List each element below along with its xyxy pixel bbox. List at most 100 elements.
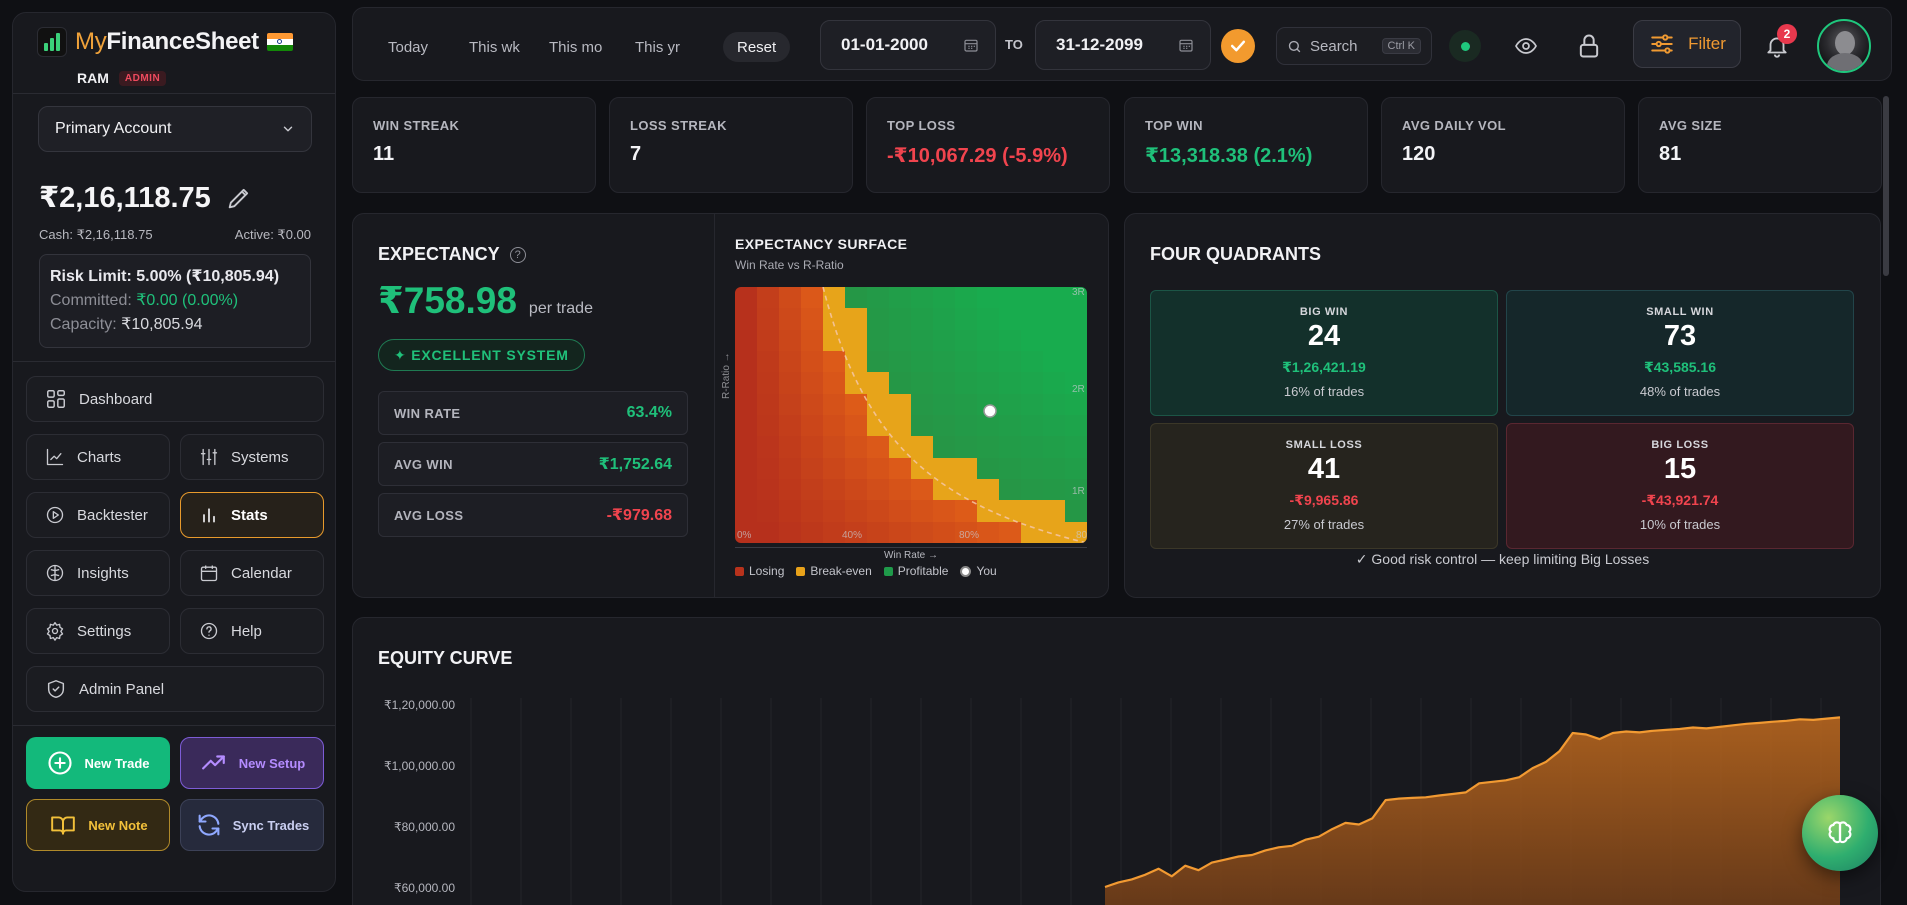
heatmap-cell [1021,521,1044,543]
quadrant-label: SMALL WIN [1646,306,1714,318]
user-line: RAM ADMIN [77,70,167,86]
divider [714,214,715,597]
india-flag-icon [266,33,293,51]
surface-title: EXPECTANCY SURFACE [735,236,908,252]
nav-dashboard[interactable]: Dashboard [26,376,324,422]
range-today-button[interactable]: Today [388,38,429,56]
search-input[interactable]: Search Ctrl K [1276,27,1432,65]
sidebar: MyFinanceSheet RAM ADMIN Primary Account… [12,12,336,892]
heatmap-cell [1043,436,1066,459]
heatmap-cell [801,393,824,416]
heatmap-cell [757,372,780,395]
nav-admin-panel[interactable]: Admin Panel [26,666,324,712]
y-tick-label: ₹1,00,000.00 [383,759,455,773]
nav-backtester[interactable]: Backtester [26,492,170,538]
x-tick-label: 0% [737,530,752,541]
range-reset-button[interactable]: Reset [723,32,791,62]
info-icon[interactable]: ? [509,246,526,263]
nav-systems[interactable]: Systems [180,434,324,480]
heatmap-cell [757,308,780,331]
win-rate-row: WIN RATE 63.4% [378,391,688,435]
heatmap-cell [735,457,758,480]
risk-committed: Committed: ₹0.00 (0.00%) [50,292,239,309]
heatmap-cell [889,329,912,352]
avg-win-row: AVG WIN ₹1,752.64 [378,442,688,486]
heatmap-cell [911,415,934,437]
sync-trades-button[interactable]: Sync Trades [180,799,324,851]
heatmap-cell [801,287,824,309]
nav-label: Help [231,622,262,640]
stat-label: TOP WIN [1145,118,1203,133]
heatmap-cell [1065,415,1087,437]
new-trade-button[interactable]: New Trade [26,737,170,789]
heatmap-cell [779,479,802,501]
nav-stats[interactable]: Stats [180,492,324,538]
heatmap-cell [955,308,978,331]
scrollbar[interactable] [1883,96,1889,276]
nav-calendar[interactable]: Calendar [180,550,324,596]
heatmap-cell [889,351,912,373]
bar-chart-icon [203,508,215,523]
new-note-button[interactable]: New Note [26,799,170,851]
heatmap-cell [867,308,890,331]
nav-help[interactable]: Help [180,608,324,654]
risk-limit: Risk Limit: 5.00% (₹10,805.94) [50,268,280,285]
heatmap-cell [1043,521,1066,543]
date-from-field[interactable]: 01-01-2000 [820,20,996,70]
quadrant-amount: ₹1,26,421.19 [1282,359,1366,375]
date-to-field[interactable]: 31-12-2099 [1035,20,1211,70]
heatmap-cell [1043,500,1066,523]
user-avatar[interactable] [1817,19,1871,73]
filter-button[interactable]: Filter [1633,20,1741,68]
gear-icon [46,622,64,641]
stat-card-loss-streak: LOSS STREAK 7 [609,97,853,193]
button-label: Sync Trades [232,817,310,833]
equity-chart [470,698,1841,905]
expectancy-panel: EXPECTANCY ? ₹758.98 per trade ✦ EXCELLE… [352,213,1109,598]
quadrant-count: 24 [1307,320,1341,352]
nav-insights[interactable]: Insights [26,550,170,596]
heatmap-cell [889,479,912,501]
new-setup-button[interactable]: New Setup [180,737,324,789]
metric-value: ₹1,752.64 [598,456,672,473]
nav-charts[interactable]: Charts [26,434,170,480]
apply-date-button[interactable] [1221,29,1255,63]
ai-assistant-button[interactable] [1802,795,1878,871]
heatmap-cell [889,372,912,395]
y-tick-label: 2R [1072,384,1085,395]
heatmap-cell [867,457,890,480]
account-select[interactable]: Primary Account [38,106,312,152]
nav-settings[interactable]: Settings [26,608,170,654]
heatmap-cell [823,329,846,352]
quadrant-small-win: SMALL WIN 73 ₹43,585.16 48% of trades [1506,290,1854,416]
heatmap-cell [845,457,868,480]
heatmap-cell [823,479,846,501]
range-month-button[interactable]: This mo [549,38,603,56]
heatmap-cell [911,329,934,352]
range-year-button[interactable]: This yr [635,38,680,56]
user-name: RAM [77,70,109,86]
heatmap-cell [977,457,1000,480]
heatmap-cell [801,457,824,480]
quadrant-label: BIG LOSS [1651,439,1709,451]
heatmap-cell [889,415,912,437]
notifications-button[interactable]: 2 [1759,24,1797,64]
heatmap-cell [867,329,890,352]
heatmap-cell [1043,287,1066,309]
book-open-icon [51,816,76,835]
visibility-toggle[interactable] [1508,28,1544,64]
heatmap-cell [735,351,758,373]
brain-icon [1828,821,1852,844]
brand[interactable]: MyFinanceSheet [37,27,293,57]
range-week-button[interactable]: This wk [469,38,520,56]
edit-pencil-icon[interactable] [225,184,253,212]
heatmap-cell [1021,436,1044,459]
filter-sliders-icon [1651,34,1673,54]
calendar-icon [1179,39,1193,52]
lock-button[interactable] [1571,28,1607,64]
heatmap-cell [735,287,758,309]
heatmap-cell [889,521,912,543]
surface-overlay [822,287,1087,543]
heatmap-cell [999,308,1022,331]
heatmap-cell [823,351,846,373]
